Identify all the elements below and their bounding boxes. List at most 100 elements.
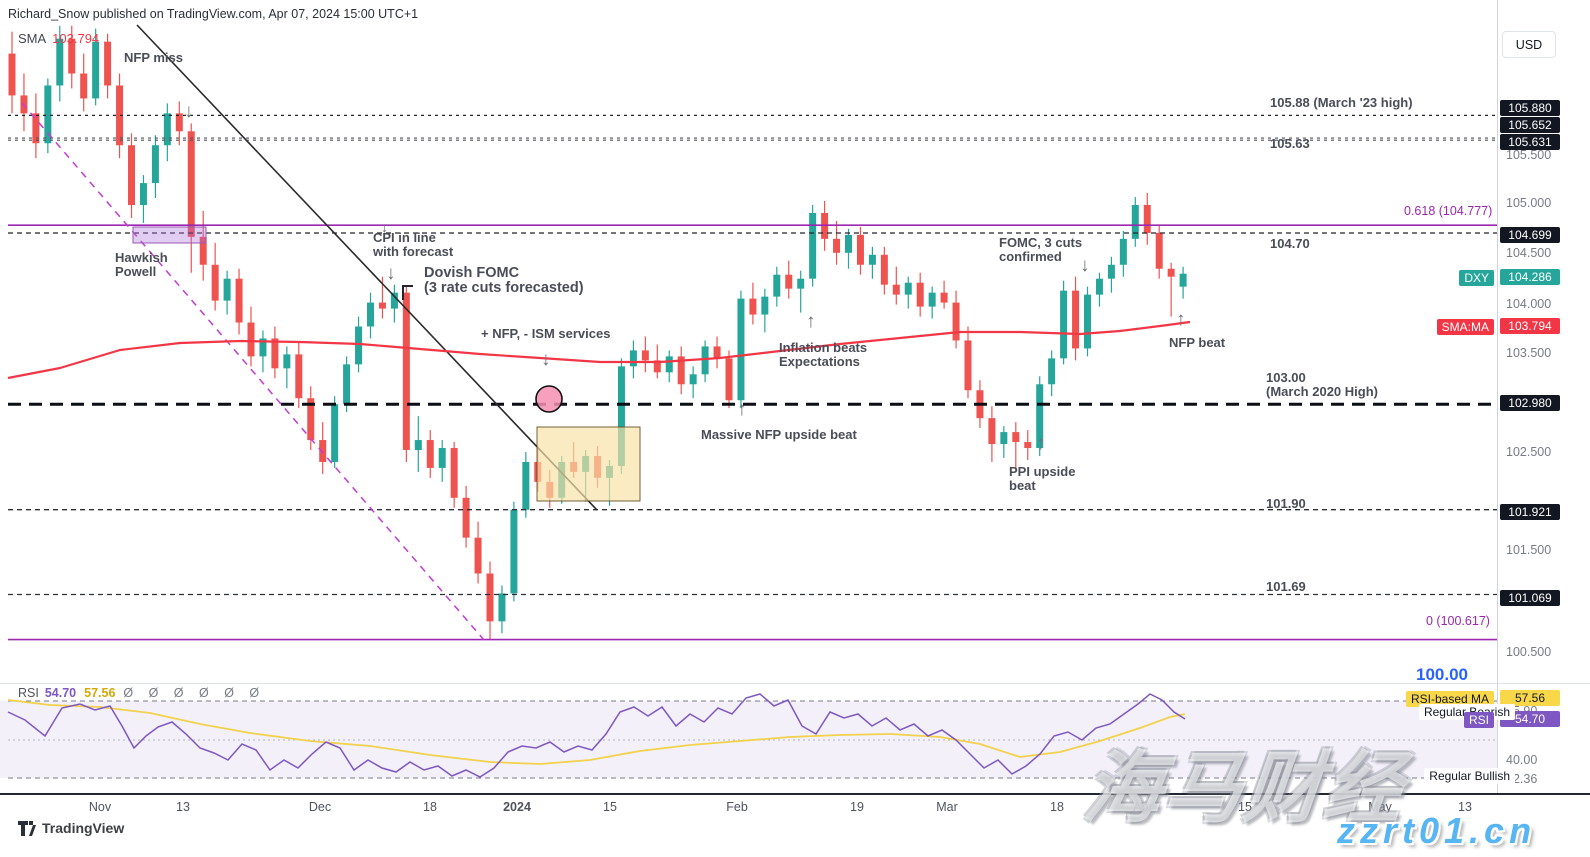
arrow-icon: ↑ bbox=[1036, 433, 1046, 454]
price-badge: 103.794 bbox=[1500, 318, 1560, 334]
published-byline: Richard_Snow published on TradingView.co… bbox=[8, 7, 419, 21]
candle bbox=[964, 340, 972, 391]
candle bbox=[1036, 384, 1044, 449]
candle bbox=[438, 448, 446, 468]
price-tick: 100.500 bbox=[1506, 645, 1552, 659]
candle bbox=[1119, 238, 1127, 265]
candle bbox=[223, 278, 231, 301]
candle bbox=[271, 338, 279, 369]
sma-line bbox=[7, 320, 1191, 380]
bracket-annotation bbox=[402, 285, 413, 300]
candle bbox=[749, 298, 757, 315]
event-circle-marker[interactable] bbox=[535, 385, 563, 413]
annotation: + NFP, - ISM services bbox=[481, 326, 611, 341]
candle bbox=[378, 302, 386, 309]
price-badge: 102.980 bbox=[1500, 395, 1560, 411]
candle bbox=[211, 264, 219, 301]
candle bbox=[116, 85, 124, 146]
candle bbox=[1084, 294, 1091, 349]
candle bbox=[187, 131, 195, 237]
floating-price-label: RSI-based MA bbox=[1405, 691, 1494, 707]
time-label: 15 bbox=[603, 800, 617, 814]
candle bbox=[677, 356, 685, 385]
price-badge: 54.70 bbox=[1500, 711, 1560, 727]
highlight-box[interactable] bbox=[132, 226, 207, 244]
rsi-line bbox=[7, 693, 1186, 778]
rsi-ma-value: 57.56 bbox=[84, 686, 116, 700]
price-badge: 101.069 bbox=[1500, 590, 1560, 606]
arrow-icon: ↓ bbox=[184, 101, 194, 122]
candle bbox=[904, 282, 912, 295]
annotation: NFP miss bbox=[124, 50, 184, 65]
tradingview-footer-logo[interactable]: TradingView bbox=[18, 820, 124, 836]
tradingview-brand-text: TradingView bbox=[42, 820, 125, 836]
candle bbox=[641, 350, 649, 361]
candle bbox=[426, 440, 434, 468]
rsi-indicator-legend[interactable]: RSI 54.70 57.56 Ø Ø Ø Ø Ø Ø bbox=[18, 686, 265, 700]
time-label: 19 bbox=[850, 800, 864, 814]
time-label: Feb bbox=[726, 800, 748, 814]
candle bbox=[367, 302, 374, 327]
candle bbox=[450, 448, 458, 498]
annotation: 101.90 bbox=[1266, 496, 1306, 511]
rsi-divergence-settings-icons: Ø Ø Ø Ø Ø Ø bbox=[123, 686, 266, 700]
annotation: Hawkish Powell bbox=[115, 250, 168, 279]
candle bbox=[390, 292, 398, 309]
candle bbox=[1072, 290, 1080, 349]
time-label: 13 bbox=[176, 800, 190, 814]
annotation: 104.70 bbox=[1270, 236, 1310, 251]
time-label: Apr bbox=[1133, 800, 1153, 814]
candle bbox=[92, 41, 100, 99]
price-tick: 102.500 bbox=[1506, 445, 1552, 459]
pane-divider[interactable] bbox=[0, 683, 1590, 684]
arrow-icon: ↑ bbox=[737, 399, 747, 420]
time-label: May bbox=[1368, 800, 1392, 814]
candle bbox=[80, 73, 88, 99]
price-scale-border bbox=[1497, 0, 1498, 793]
candle bbox=[1024, 442, 1032, 449]
candle bbox=[629, 350, 637, 367]
annotation: CPI in line with forecast bbox=[373, 230, 454, 259]
trendline[interactable] bbox=[21, 102, 485, 641]
currency-unit-button[interactable]: USD bbox=[1502, 31, 1556, 58]
candle bbox=[307, 398, 315, 441]
arrow-icon: ↓ bbox=[386, 263, 396, 284]
trendline[interactable] bbox=[136, 24, 598, 511]
candle bbox=[833, 238, 841, 253]
candle bbox=[247, 322, 255, 357]
highlight-box[interactable] bbox=[536, 426, 641, 502]
arrow-icon: ↓ bbox=[541, 349, 551, 370]
candle bbox=[761, 296, 769, 315]
price-badge: 101.921 bbox=[1500, 504, 1560, 520]
candle bbox=[713, 346, 721, 359]
candle bbox=[1000, 432, 1008, 445]
candle bbox=[1107, 264, 1115, 279]
candle bbox=[1012, 432, 1020, 443]
time-label: 18 bbox=[1050, 800, 1064, 814]
candle bbox=[785, 274, 793, 289]
candle bbox=[32, 113, 40, 144]
candle bbox=[1155, 232, 1163, 269]
floating-price-label: RSI bbox=[1463, 712, 1494, 728]
candle bbox=[1048, 358, 1056, 385]
candle bbox=[1143, 204, 1151, 233]
candle bbox=[139, 183, 147, 205]
annotation: 0.618 (104.777) bbox=[1404, 204, 1493, 218]
candle bbox=[104, 41, 112, 86]
candle bbox=[44, 85, 52, 144]
sma-indicator-legend[interactable]: SMA 103.794 bbox=[18, 31, 99, 46]
candle bbox=[653, 360, 661, 373]
annotation: 105.88 (March '23 high) bbox=[1270, 95, 1413, 110]
annotation: 103.00 (March 2020 High) bbox=[1266, 370, 1378, 399]
candle bbox=[319, 440, 327, 462]
candle bbox=[1060, 290, 1068, 359]
candle bbox=[1179, 273, 1187, 287]
candle bbox=[916, 282, 924, 307]
annotation: NFP beat bbox=[1169, 335, 1226, 350]
candle bbox=[259, 338, 267, 357]
candle bbox=[773, 274, 781, 297]
candle bbox=[283, 354, 291, 369]
candle bbox=[617, 366, 625, 466]
